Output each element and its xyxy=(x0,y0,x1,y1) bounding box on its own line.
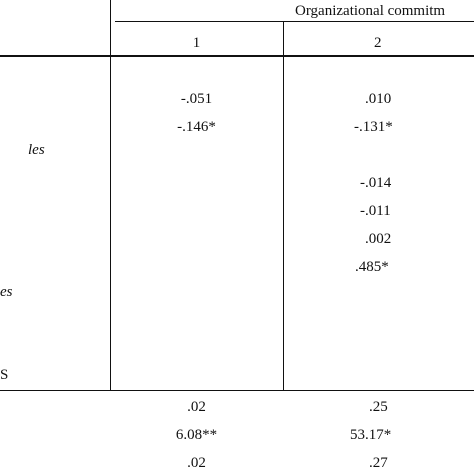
column-header-1: 1 xyxy=(192,35,201,51)
stat-cell: .02 xyxy=(187,399,206,415)
stat-cell: .27 xyxy=(369,455,388,471)
row-label-fragment: les xyxy=(28,142,45,158)
table-cell: -.131* xyxy=(354,119,393,135)
table-cell: -.146* xyxy=(177,119,216,135)
table-cell: -.014 xyxy=(360,175,392,191)
stat-cell: .25 xyxy=(369,399,388,415)
stat-cell: .02 xyxy=(187,455,206,471)
column-header-2: 2 xyxy=(374,35,382,51)
stat-cell: 53.17* xyxy=(350,427,392,443)
table-cell: .010 xyxy=(365,91,392,107)
table-cell: .485* xyxy=(355,259,389,275)
row-label-fragment: es xyxy=(0,284,13,300)
stat-cell: 6.08** xyxy=(175,427,218,443)
top-divider xyxy=(115,21,474,22)
middle-column-border xyxy=(283,21,284,391)
table-cell: -.051 xyxy=(180,91,213,107)
header-rule-bold xyxy=(0,55,474,57)
table-cell: -.011 xyxy=(360,203,391,219)
footer-rule xyxy=(0,390,474,391)
table-cell: .002 xyxy=(365,231,392,247)
row-label-fragment: S xyxy=(0,367,9,383)
group-title: Organizational commitm xyxy=(295,3,446,19)
left-column-border xyxy=(110,0,111,391)
